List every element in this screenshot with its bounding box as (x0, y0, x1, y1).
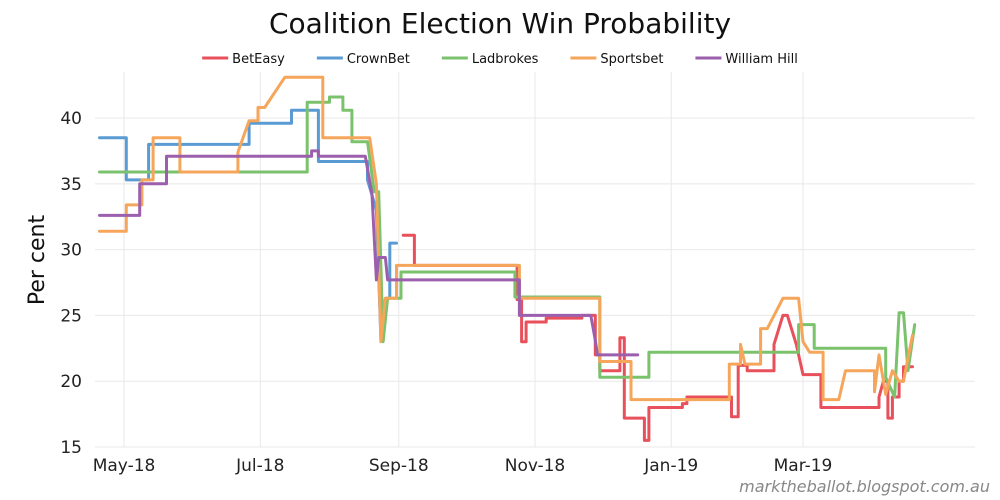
y-tick-label: 20 (60, 372, 82, 392)
chart-title: Coalition Election Win Probability (269, 7, 731, 40)
legend-label-ladbrokes: Ladbrokes (472, 52, 539, 67)
legend-label-william-hill: William Hill (725, 52, 797, 67)
series-line-sportsbet (98, 75, 914, 402)
x-tick-label: May-18 (93, 456, 156, 476)
plot-area (98, 75, 917, 442)
y-tick-label: 15 (60, 438, 82, 458)
y-axis-label: Per cent (25, 215, 50, 306)
y-tick-label: 25 (60, 306, 82, 326)
x-tick-label: Jan-19 (643, 456, 698, 476)
y-tick-label: 35 (60, 175, 82, 195)
series-line-william-hill (98, 149, 640, 357)
x-tick-label: Sep-18 (369, 456, 429, 476)
x-tick-label: Jul-18 (235, 456, 284, 476)
y-axis-ticks: 15 20 25 30 35 40 (60, 109, 82, 458)
x-tick-label: Mar-19 (774, 456, 833, 476)
y-tick-label: 30 (60, 241, 82, 261)
watermark-text: marktheballot.blogspot.com.au (739, 477, 990, 496)
grid (95, 72, 975, 448)
x-tick-label: Nov-18 (505, 456, 566, 476)
legend-label-sportsbet: Sportsbet (600, 52, 663, 67)
legend: BetEasy CrownBet Ladbrokes Sportsbet William… (202, 52, 798, 67)
series-line-ladbrokes (98, 95, 917, 399)
y-tick-label: 40 (60, 109, 82, 129)
legend-label-beteasy: BetEasy (232, 52, 285, 67)
x-axis-ticks: May-18 Jul-18 Sep-18 Nov-18 Jan-19 Mar-19 (93, 456, 833, 476)
series-line-crownbet (98, 108, 398, 341)
legend-label-crownbet: CrownBet (347, 52, 410, 67)
